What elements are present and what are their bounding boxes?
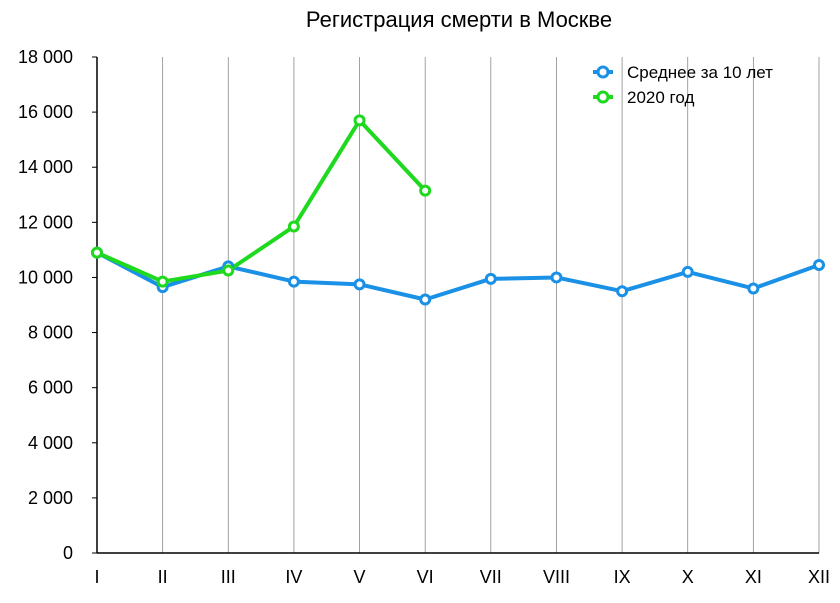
y-axis-ticks: 0 2 000 4 000 6 000 8 000 10 000 12 000 14 000 1… bbox=[18, 47, 97, 563]
series-1-point bbox=[419, 184, 432, 197]
series-0-point bbox=[616, 285, 629, 298]
series-0-point bbox=[747, 282, 760, 295]
series-1-point bbox=[91, 246, 103, 259]
series-0-point bbox=[813, 259, 825, 272]
legend-swatch-marker bbox=[596, 65, 610, 79]
x-tick-label: IV bbox=[285, 567, 302, 587]
x-tick-label: IX bbox=[614, 567, 631, 587]
y-tick-label: 8 000 bbox=[28, 323, 73, 343]
series-0-point bbox=[353, 278, 366, 291]
legend-label: 2020 год bbox=[627, 88, 694, 107]
y-tick-label: 6 000 bbox=[28, 378, 73, 398]
x-tick-label: III bbox=[221, 567, 236, 587]
legend-swatch-marker bbox=[596, 90, 610, 104]
x-tick-label: XII bbox=[808, 567, 830, 587]
x-tick-label: VII bbox=[480, 567, 502, 587]
legend-label: Среднее за 10 лет bbox=[627, 63, 773, 82]
series-0-point bbox=[287, 275, 300, 288]
y-tick-label: 10 000 bbox=[18, 267, 73, 287]
x-tick-label: X bbox=[682, 567, 694, 587]
chart-title: Регистрация смерти в Москве bbox=[306, 7, 612, 32]
series-line-1 bbox=[95, 118, 428, 284]
y-tick-label: 2 000 bbox=[28, 488, 73, 508]
y-tick-label: 12 000 bbox=[18, 212, 73, 232]
y-tick-label: 16 000 bbox=[18, 102, 73, 122]
series-1-point bbox=[287, 220, 300, 233]
legend: Среднее за 10 лет 2020 год bbox=[593, 63, 773, 107]
series-1-point bbox=[222, 264, 235, 277]
y-tick-label: 14 000 bbox=[18, 157, 73, 177]
x-tick-label: I bbox=[94, 567, 99, 587]
series-0-point bbox=[550, 271, 563, 284]
series bbox=[91, 114, 825, 306]
x-tick-label: V bbox=[354, 567, 366, 587]
series-1-point bbox=[353, 114, 366, 127]
grid bbox=[162, 57, 820, 553]
y-tick-label: 18 000 bbox=[18, 47, 73, 67]
x-tick-label: VI bbox=[417, 567, 434, 587]
axes bbox=[96, 57, 819, 554]
x-tick-label: II bbox=[158, 567, 168, 587]
x-tick-label: VIII bbox=[543, 567, 570, 587]
x-axis-ticks: I II III IV V VI VII VIII IX X XI XII bbox=[94, 567, 830, 587]
y-tick-label: 4 000 bbox=[28, 433, 73, 453]
series-0-point bbox=[419, 293, 432, 306]
series-0-point bbox=[681, 265, 694, 278]
x-tick-label: XI bbox=[745, 567, 762, 587]
series-1-point bbox=[156, 275, 169, 288]
series-0-point bbox=[484, 272, 497, 285]
series-line-0 bbox=[95, 250, 821, 302]
y-tick-label: 0 bbox=[63, 543, 73, 563]
